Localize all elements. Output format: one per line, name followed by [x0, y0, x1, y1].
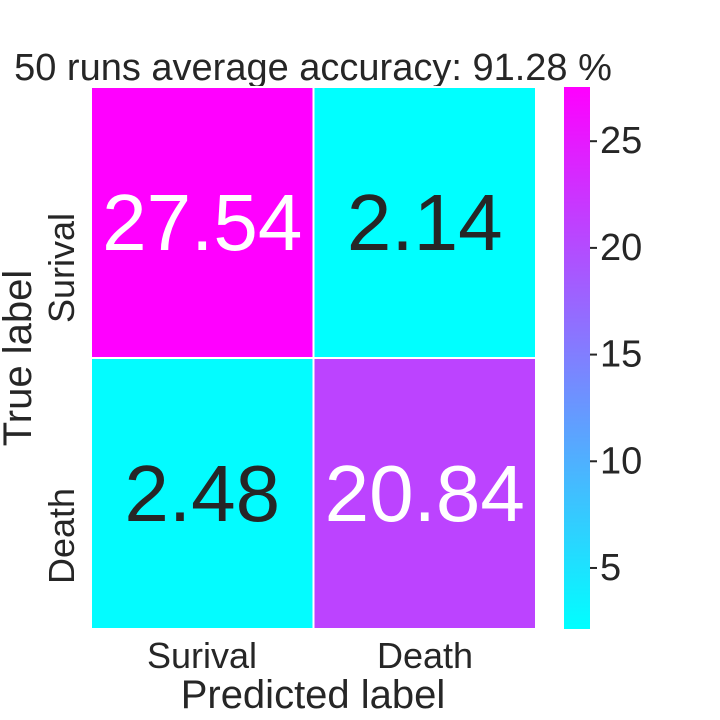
- cell-value-label: 2.14: [347, 178, 503, 267]
- cell-value-labels: 27.54 2.14 2.48 20.84: [102, 178, 525, 538]
- colorbar: [564, 87, 590, 629]
- cell-surival-surival: [90, 86, 315, 359]
- cell-death-death: [312, 357, 537, 630]
- cell-value-label: 20.84: [325, 449, 525, 538]
- y-tick-label-death: Death: [41, 488, 82, 584]
- heatmap-cells: [90, 86, 537, 630]
- x-tick-label-surival: Surival: [147, 635, 257, 676]
- y-tick-label-surival: Surival: [41, 213, 82, 323]
- colorbar-ticks: 5 10 15 20 25: [590, 120, 642, 589]
- cell-value-label: 27.54: [102, 178, 302, 267]
- cell-death-surival: [90, 357, 315, 630]
- colorbar-tick-label: 25: [600, 120, 642, 162]
- y-axis-label: True label: [0, 270, 40, 446]
- colorbar-tick-label: 5: [600, 547, 621, 589]
- colorbar-tick-label: 20: [600, 227, 642, 269]
- cell-value-label: 2.48: [124, 449, 280, 538]
- colorbar-tick-label: 15: [600, 334, 642, 376]
- cell-surival-death: [312, 86, 537, 359]
- colorbar-tick-label: 10: [600, 440, 642, 482]
- x-tick-label-death: Death: [377, 635, 473, 676]
- chart-title: 50 runs average accuracy: 91.28 %: [14, 47, 612, 89]
- x-axis-label: Predicted label: [181, 673, 446, 717]
